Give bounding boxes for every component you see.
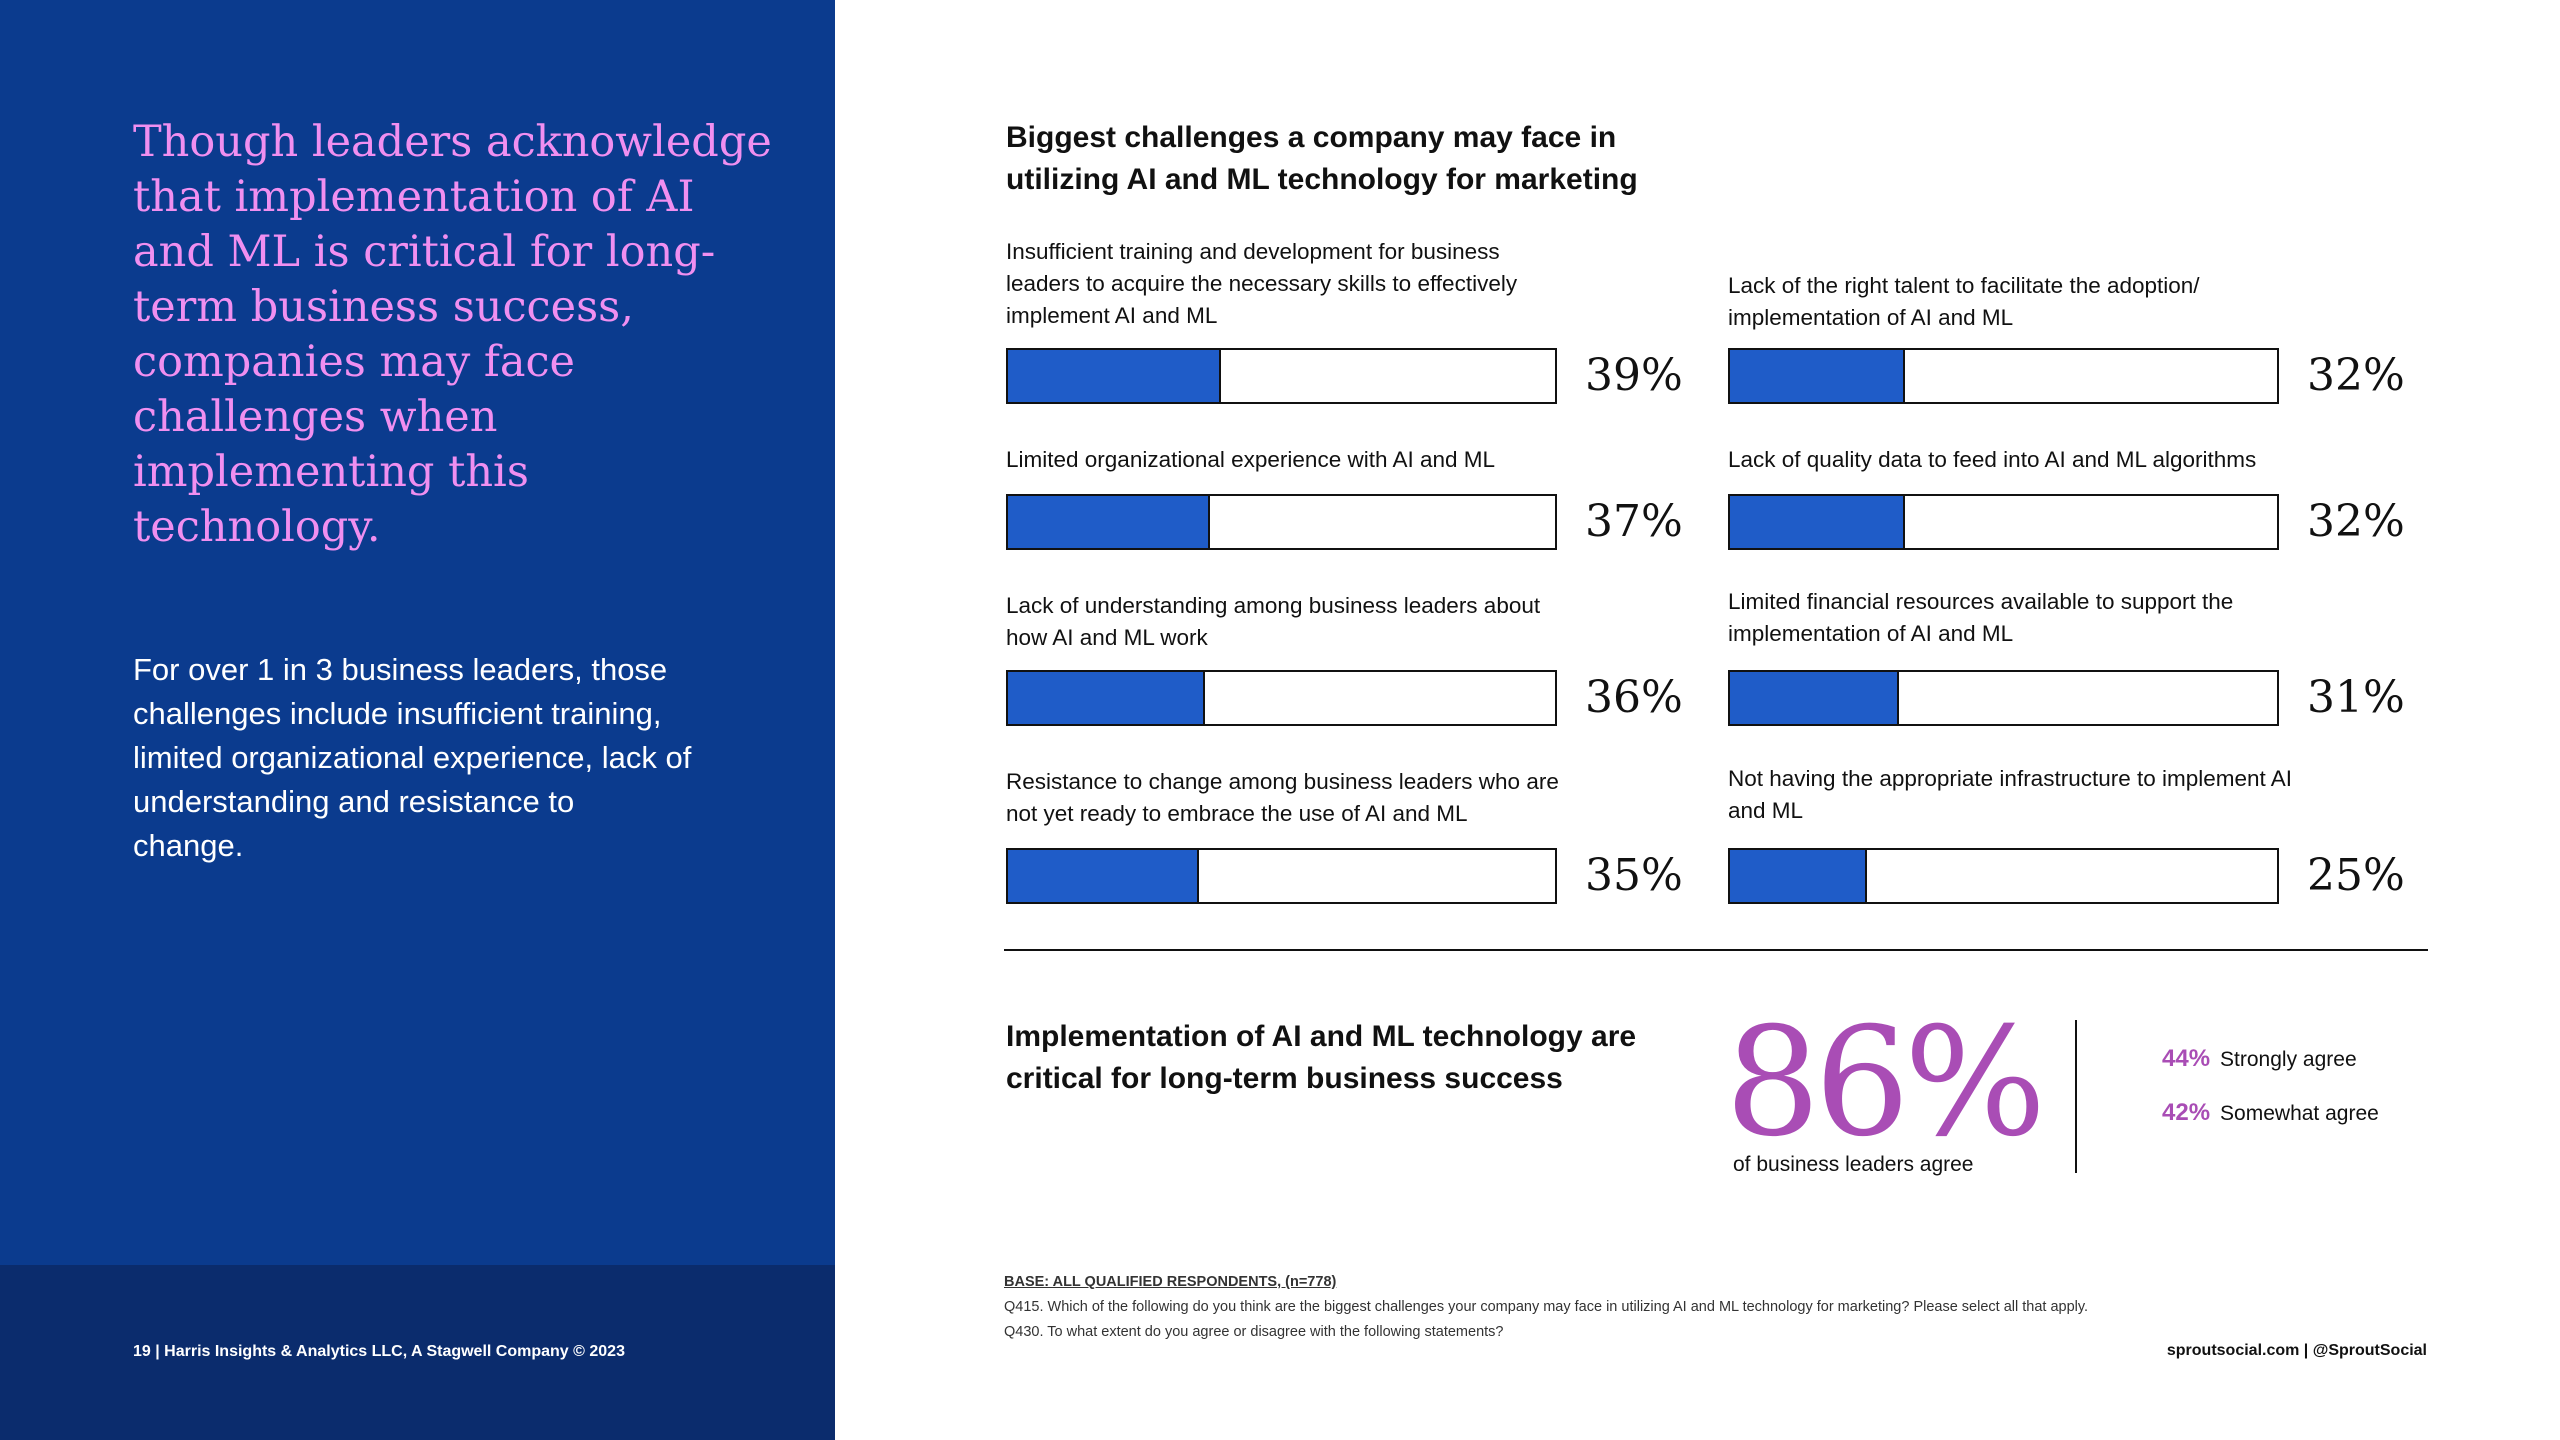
bar [1008, 496, 1211, 548]
base-note-q2: Q430. To what extent do you agree or dis… [1004, 1324, 1504, 1340]
bar-track [1728, 348, 2279, 404]
bar [1008, 350, 1221, 402]
bar-value-label: 25% [2307, 850, 2405, 901]
breakdown-somewhat-agree: 42% Somewhat agree [2162, 1099, 2379, 1127]
bar-track [1006, 848, 1557, 904]
bar-label: Insufficient training and development fo… [1006, 239, 1518, 328]
subtext: For over 1 in 3 business leaders, those … [133, 652, 692, 863]
bar-track [1728, 670, 2279, 726]
stat-divider [2075, 1020, 2077, 1173]
bar-label: Limited financial resources available to… [1728, 589, 2234, 646]
left-panel [0, 0, 835, 1440]
bar-value-label: 37% [1585, 496, 1683, 547]
bar-value-label: 31% [2307, 672, 2405, 723]
breakdown-pct: 42% [2162, 1099, 2211, 1126]
headline: Though leaders acknowledge that implemen… [133, 117, 772, 552]
chart-title: Biggest challenges a company may face in… [1006, 121, 1638, 196]
bar [1008, 850, 1200, 902]
bar [1730, 672, 1900, 724]
bar-label: Lack of understanding among business lea… [1006, 593, 1541, 650]
bar-track [1006, 348, 1557, 404]
base-note-base: BASE: ALL QUALIFIED RESPONDENTS, (n=778) [1004, 1274, 1337, 1290]
bar [1730, 496, 1905, 548]
breakdown-label: Somewhat agree [2220, 1102, 2379, 1125]
bar-value-label: 36% [1585, 672, 1683, 723]
bar [1730, 350, 1905, 402]
stat-heading: Implementation of AI and ML technology a… [1006, 1020, 1637, 1095]
big-stat-caption: of business leaders agree [1733, 1153, 1974, 1176]
bar [1730, 850, 1867, 902]
bar-value-label: 32% [2307, 350, 2405, 401]
section-divider [1004, 949, 2428, 951]
base-note: BASE: ALL QUALIFIED RESPONDENTS, (n=778)… [1004, 1270, 2124, 1345]
breakdown-pct: 44% [2162, 1045, 2211, 1072]
page-footer-note: 19 | Harris Insights & Analytics LLC, A … [133, 1343, 625, 1360]
left-footer-band [0, 1265, 835, 1440]
bar-label: Limited organizational experience with A… [1006, 447, 1496, 472]
bar-value-label: 35% [1585, 850, 1683, 901]
bar-label: Lack of quality data to feed into AI and… [1728, 447, 2257, 472]
bar-track [1006, 670, 1557, 726]
brand-footer: sproutsocial.com | @SproutSocial [2166, 1342, 2427, 1359]
bar-label: Lack of the right talent to facilitate t… [1728, 273, 2200, 330]
bar-value-label: 39% [1585, 350, 1683, 401]
bar-value-label: 32% [2307, 496, 2405, 547]
bar-label: Not having the appropriate infrastructur… [1728, 766, 2293, 823]
bar-track [1728, 848, 2279, 904]
bar-track [1006, 494, 1557, 550]
big-stat-value: 86% [1725, 996, 2046, 1170]
bar-chart: Insufficient training and development fo… [1006, 230, 2446, 910]
bar [1008, 672, 1205, 724]
bar-track [1728, 494, 2279, 550]
breakdown-strongly-agree: 44% Strongly agree [2162, 1045, 2357, 1073]
base-note-q1: Q415. Which of the following do you thin… [1004, 1299, 2089, 1315]
bar-label: Resistance to change among business lead… [1006, 769, 1559, 826]
breakdown-label: Strongly agree [2220, 1048, 2357, 1071]
